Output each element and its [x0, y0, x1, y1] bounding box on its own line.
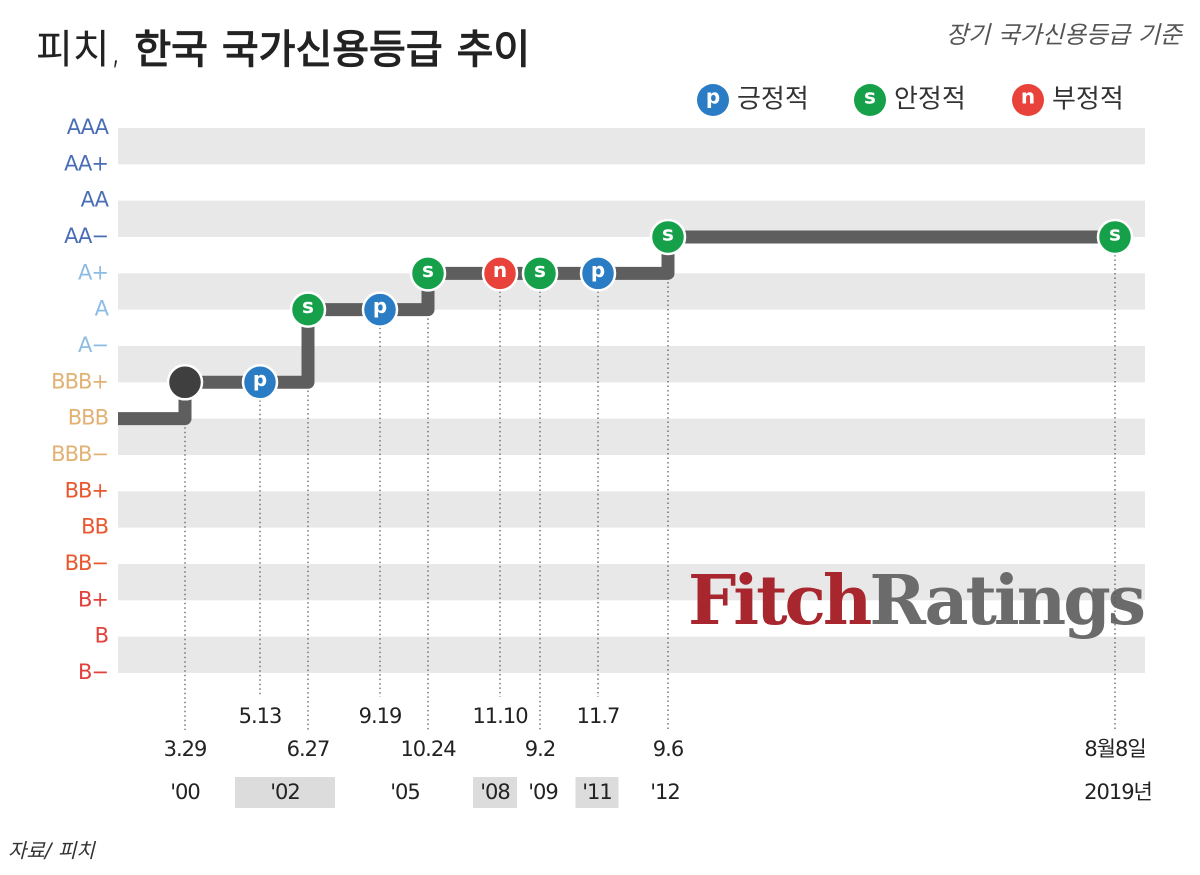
outlook-symbol: p [373, 294, 387, 318]
legend-label: 긍정적 [737, 85, 809, 115]
y-tick-label: BB [81, 515, 108, 539]
y-tick-label: A− [78, 333, 108, 357]
logo-fitch: Fitch [688, 561, 871, 641]
outlook-symbol: p [591, 258, 605, 282]
y-tick-label: BB− [65, 551, 108, 575]
year-highlight [473, 777, 517, 808]
legend-symbol: n [1021, 85, 1035, 109]
legend-marker [1012, 84, 1044, 116]
subtitle: 장기 국가신용등급 기준 [946, 21, 1184, 49]
year-label: '09 [528, 780, 558, 804]
legend-label: 부정적 [1052, 85, 1124, 115]
date-label: 11.7 [577, 704, 620, 728]
rating-marker [241, 364, 279, 401]
rating-marker [1096, 218, 1134, 256]
y-tick-label: AA [81, 188, 110, 212]
y-tick-label: B− [78, 660, 108, 684]
rating-marker [579, 255, 617, 292]
year-label: '02 [270, 780, 300, 804]
source: 자료/ 피치 [8, 839, 96, 863]
outlook-symbol: s [302, 294, 314, 318]
y-tick-label: AA+ [64, 151, 108, 175]
y-tick-label: BBB [68, 406, 108, 430]
date-label: 11.10 [472, 704, 527, 728]
date-label: 10.24 [400, 737, 456, 761]
rating-marker [289, 291, 327, 328]
legend-symbol: p [706, 85, 720, 109]
chart-title: 피치, 한국 국가신용등급 추이 [36, 27, 530, 73]
rating-marker [481, 255, 519, 292]
outlook-symbol: p [253, 367, 267, 391]
y-tick-label: BB+ [65, 478, 108, 502]
grid-band [118, 128, 1145, 165]
y-tick-label: AAA [67, 115, 110, 139]
y-tick-label: A+ [78, 260, 108, 284]
rating-marker [361, 291, 399, 328]
y-tick-label: BBB+ [51, 369, 108, 393]
date-label: 6.27 [287, 737, 330, 761]
outlook-symbol: s [534, 258, 546, 282]
rating-marker [649, 218, 687, 256]
grid-band [118, 563, 1145, 601]
legend-label: 안정적 [894, 85, 966, 115]
outlook-symbol: s [1109, 221, 1121, 245]
date-label: 9.6 [653, 737, 684, 761]
y-tick-label: B [95, 624, 108, 648]
date-label: 9.19 [359, 704, 402, 728]
grid [118, 128, 1145, 673]
rating-marker [409, 255, 447, 292]
legend-marker [697, 84, 729, 116]
title-main: 한국 국가신용등급 추이 [134, 27, 530, 73]
grid-band [118, 491, 1145, 528]
date-label: 3.29 [164, 737, 207, 761]
year-label: '05 [390, 780, 420, 804]
logo: FitchRatings [688, 561, 1144, 641]
outlook-symbol: s [662, 221, 674, 245]
title-prefix: 피치, [36, 27, 122, 73]
grid-band [118, 636, 1145, 673]
date-label: 8월8일 [1084, 737, 1145, 761]
legend-marker [854, 84, 886, 116]
y-tick-label: BBB− [51, 442, 108, 466]
year-label: 2019년 [1084, 780, 1152, 804]
rating-line [118, 230, 1115, 426]
outlook-symbol: s [422, 258, 434, 282]
date-label: 9.2 [525, 737, 555, 761]
year-label: '08 [480, 780, 510, 804]
y-tick-label: A [95, 297, 110, 321]
outlook-symbol: n [493, 258, 507, 282]
rating-marker [166, 364, 204, 401]
rating-marker [521, 255, 559, 292]
grid-band [118, 418, 1145, 455]
date-label: 5.13 [239, 704, 282, 728]
year-label: '11 [582, 780, 612, 804]
y-tick-label: B+ [78, 587, 108, 611]
year-highlight [235, 777, 335, 808]
logo-ratings: Ratings [869, 561, 1143, 641]
year-highlight [575, 777, 619, 808]
legend-symbol: s [864, 85, 876, 109]
year-label: '12 [650, 780, 680, 804]
year-label: '00 [170, 780, 200, 804]
y-tick-label: AA− [64, 224, 108, 248]
